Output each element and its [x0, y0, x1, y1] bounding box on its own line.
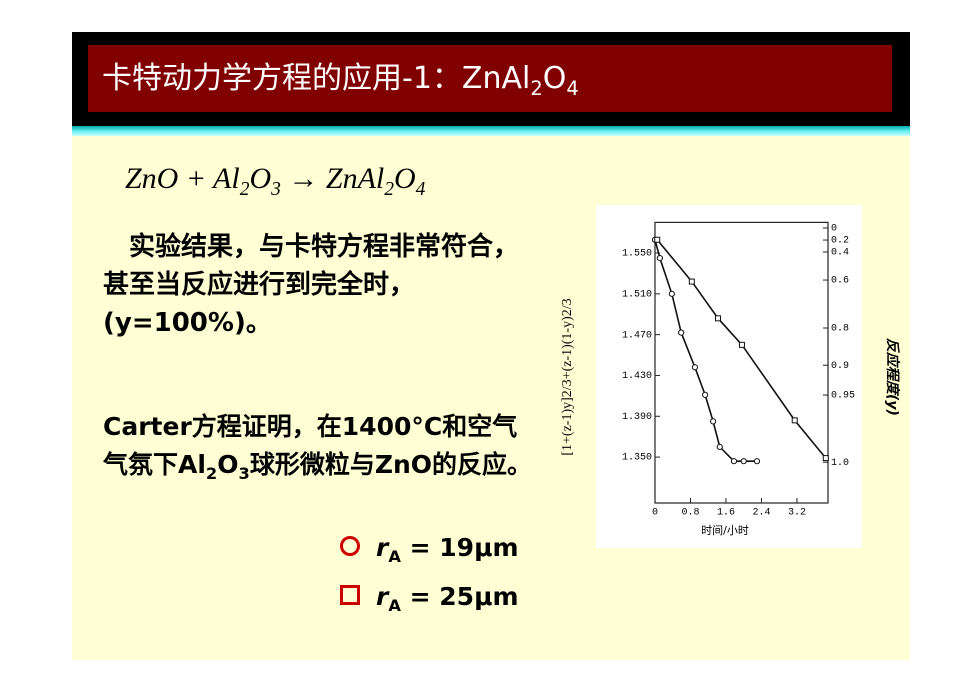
legend-text: = 19μm	[409, 533, 519, 562]
y2-tick-label: 0	[831, 224, 837, 235]
paragraph: Carter方程证明，在1400°C和空气气氛下Al2O3球形微粒与ZnO的反应…	[103, 408, 533, 493]
r: r	[376, 533, 389, 562]
title-sub: 2	[530, 77, 543, 100]
point	[740, 458, 747, 465]
x-tick-label: 2.4	[752, 508, 770, 519]
point	[678, 329, 685, 336]
text: O	[217, 450, 239, 479]
chart-bg	[596, 205, 862, 548]
point	[688, 278, 695, 285]
eq-sub: 2	[239, 179, 250, 200]
sub: 3	[238, 464, 250, 483]
fit-line	[656, 239, 827, 459]
point	[714, 315, 721, 322]
y-tick-label: 1.550	[622, 249, 652, 260]
text: Carter方程证明，在1400°C和空气气氛下Al	[103, 412, 518, 479]
y2-tick-label: 1.0	[831, 458, 849, 469]
chart: [1+(z-1)y]2/3+(z-1)(1-y)2/3 反应程度(y) 时间/小…	[560, 205, 901, 548]
y2-tick-label: 0.9	[831, 361, 849, 372]
eq-part: O	[249, 162, 272, 195]
eq-part: ZnO + Al	[125, 162, 240, 195]
x-tick-label: 3.2	[788, 508, 806, 519]
point	[822, 455, 829, 462]
title-text: O	[542, 61, 567, 96]
y-tick-label: 1.510	[622, 289, 652, 300]
title: 卡特动力学方程的应用-1：ZnAl2O4	[88, 45, 892, 112]
y-tick-label: 1.390	[622, 412, 652, 423]
plot-frame	[654, 221, 829, 504]
point	[691, 364, 699, 371]
point	[730, 458, 738, 465]
y-tick-label: 1.350	[622, 453, 652, 464]
legend-text: = 25μm	[409, 582, 519, 611]
point	[710, 418, 717, 425]
sub: A	[388, 596, 401, 615]
header-rule	[72, 126, 910, 136]
point	[753, 458, 761, 465]
legend: rA = 19μm rA = 25μm	[340, 528, 519, 626]
text: 球形微粒与ZnO的反应。	[249, 450, 532, 479]
point	[738, 341, 745, 348]
point	[654, 236, 661, 243]
x-tick-label: 0	[652, 508, 658, 519]
y2-tick-label: 0.95	[831, 391, 855, 402]
eq-sub: 3	[271, 179, 281, 200]
x-axis-label: 时间/小时	[701, 524, 749, 537]
title-sub: 4	[566, 77, 579, 100]
x-tick-label: 0.8	[681, 508, 699, 519]
title-text: 卡特动力学方程的应用-1：ZnAl	[102, 61, 531, 96]
sub: 2	[205, 464, 218, 483]
x-tick-label: 1.6	[717, 508, 735, 519]
point	[716, 443, 723, 450]
equation: ZnO + Al2O3 → ZnAl2O4	[125, 162, 425, 201]
eq-part: → ZnAl	[280, 162, 385, 195]
y-axis-label: [1+(z-1)y]2/3+(z-1)(1-y)2/3	[560, 298, 575, 455]
point	[656, 255, 663, 262]
y-tick-label: 1.430	[622, 371, 652, 382]
y2-axis-label: 反应程度(y)	[884, 338, 901, 416]
eq-sub: 4	[415, 179, 426, 200]
eq-part: O	[394, 162, 416, 195]
legend-item: rA = 19μm	[340, 528, 519, 577]
square-icon	[340, 585, 360, 605]
circle-icon	[340, 536, 360, 556]
point	[668, 290, 675, 297]
eq-sub: 2	[384, 179, 394, 200]
point	[702, 391, 709, 398]
paragraph: 实验结果，与卡特方程非常符合，甚至当反应进行到完全时，(y=100%)。	[103, 232, 520, 338]
r: r	[376, 582, 389, 611]
y2-tick-label: 0.6	[831, 276, 849, 287]
y2-tick-label: 0.4	[831, 248, 849, 259]
y2-tick-label: 0.8	[831, 324, 849, 335]
sub: A	[388, 547, 401, 566]
point	[791, 417, 798, 424]
y-tick-label: 1.470	[622, 330, 652, 341]
legend-item: rA = 25μm	[340, 577, 519, 626]
y2-tick-label: 0.2	[831, 236, 849, 247]
